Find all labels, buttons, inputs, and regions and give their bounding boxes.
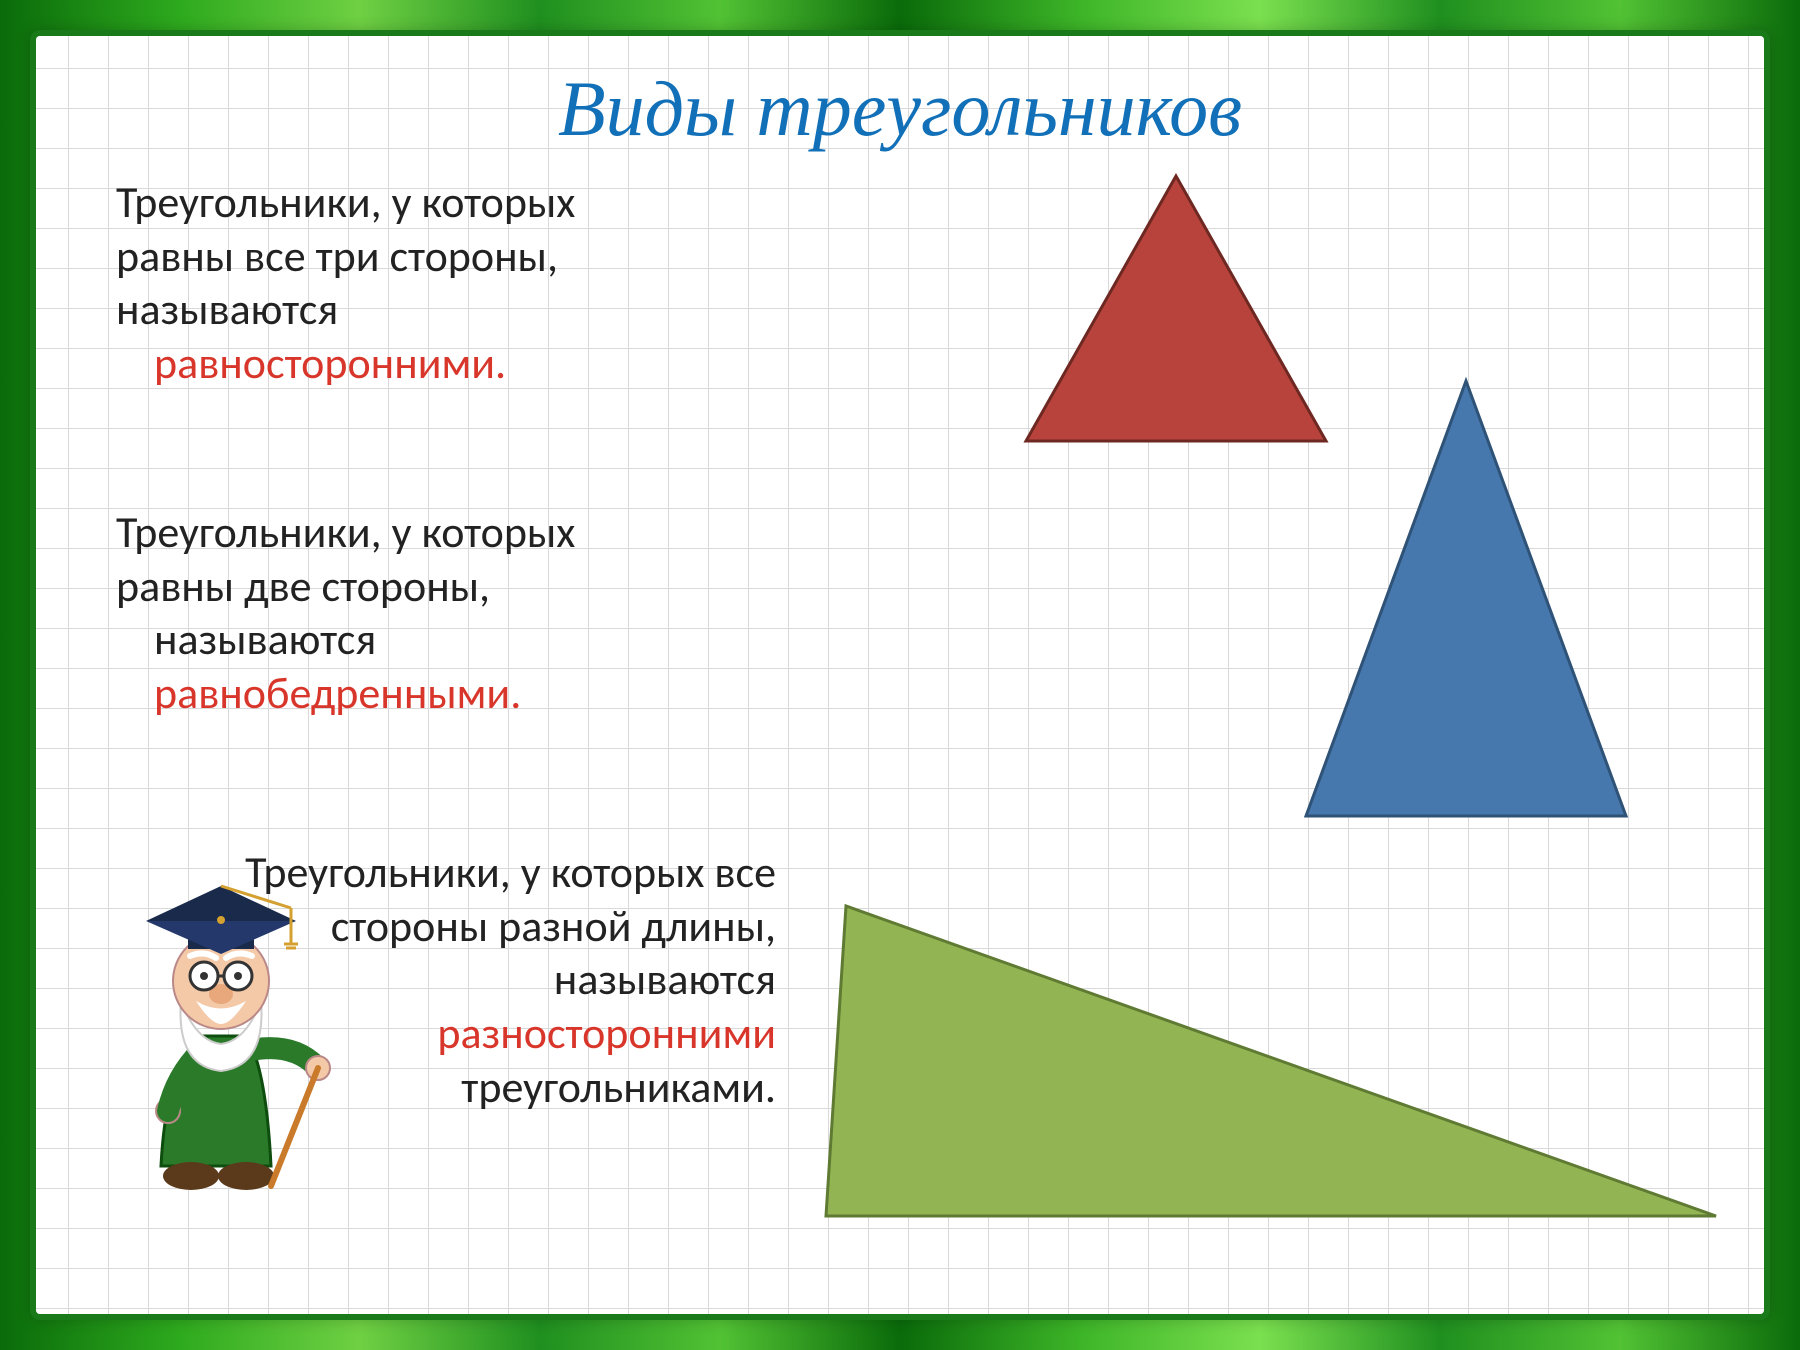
isosceles-triangle [1306,381,1626,816]
text-line: Треугольники, у которых [116,175,575,229]
slide-frame: Виды треугольников Треугольники, у котор… [30,30,1770,1320]
text-line: равны все три стороны, [116,229,558,283]
key-term-isosceles: равнобедренными. [116,667,521,721]
slide-content: Виды треугольников Треугольники, у котор… [36,36,1764,1314]
text-line: называются [116,613,756,667]
text-line: Треугольники, у которых [116,505,575,559]
para-isosceles: Треугольники, у которых равны две сторон… [116,506,756,721]
professor-character-icon [106,866,356,1206]
para-equilateral: Треугольники, у которых равны все три ст… [116,176,756,391]
page-title: Виды треугольников [36,64,1764,154]
scalene-triangle [826,906,1716,1216]
key-term-equilateral: равносторонними. [116,337,506,391]
text-line: называются [116,282,338,336]
text-line: равны две стороны, [116,559,490,613]
equilateral-triangle [1026,176,1326,441]
